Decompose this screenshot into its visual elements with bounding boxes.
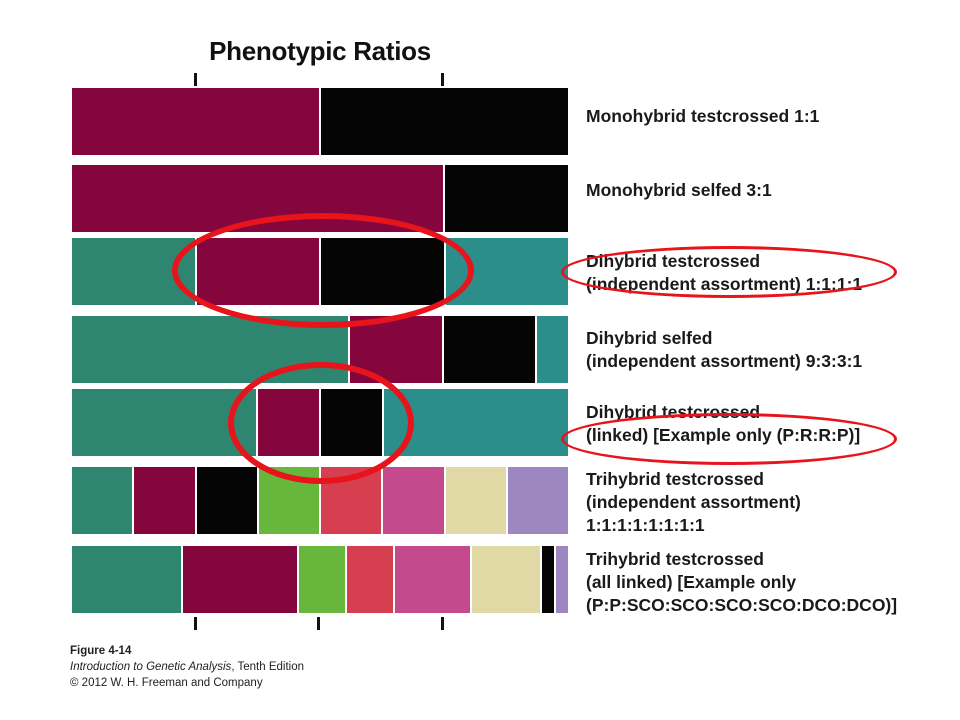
ratio-segment	[194, 467, 257, 534]
ratio-label-line: (independent assortment)	[586, 492, 801, 512]
ratio-bar	[72, 88, 568, 155]
book-edition: , Tenth Edition	[231, 661, 304, 673]
ratio-segment	[553, 546, 568, 613]
ratio-segment	[469, 546, 540, 613]
ratio-label-line: Monohybrid selfed 3:1	[586, 180, 772, 200]
ratio-label-line: (independent assortment) 9:3:3:1	[586, 351, 863, 371]
ratio-segment	[539, 546, 554, 613]
ratio-segment	[72, 88, 319, 155]
bottom-tick-quarter	[194, 617, 197, 630]
ratio-label-line: Dihybrid selfed	[586, 328, 713, 348]
ratio-label-line: Trihybrid testcrossed	[586, 549, 764, 569]
book-title: Introduction to Genetic Analysis	[70, 661, 232, 673]
annotation-ellipse-linked-label	[561, 413, 897, 465]
ratio-segment	[319, 88, 568, 155]
annotation-ellipse-dihybrid-bar	[172, 213, 474, 328]
ratio-segment	[72, 467, 133, 534]
ratio-bar	[72, 316, 568, 383]
ratio-label: Trihybrid testcrossed (all linked) [Examp…	[586, 548, 956, 617]
ratio-segment	[392, 546, 470, 613]
ratio-segment	[441, 316, 536, 383]
ratio-segment	[181, 546, 297, 613]
ratio-label-line: (P:P:SCO:SCO:SCO:SCO:DCO:DCO)]	[586, 595, 898, 615]
ratio-label: Monohybrid testcrossed 1:1	[586, 105, 956, 128]
ratio-segment	[72, 546, 181, 613]
copyright-line: © 2012 W. H. Freeman and Company	[70, 677, 263, 689]
ratio-segment	[505, 467, 568, 534]
ratio-bar	[72, 546, 568, 613]
ratio-segment	[381, 467, 444, 534]
ratio-segment	[344, 546, 393, 613]
ratio-segment	[72, 389, 256, 456]
ratio-label: Monohybrid selfed 3:1	[586, 179, 956, 202]
ratio-label-line: (all linked) [Example only	[586, 572, 797, 592]
annotation-ellipse-linked-bar	[228, 362, 414, 484]
ratio-segment	[535, 316, 568, 383]
ratio-segment	[132, 467, 195, 534]
annotation-ellipse-dihybrid-label	[561, 246, 897, 298]
ratio-segment	[296, 546, 345, 613]
ratio-segment	[443, 467, 506, 534]
ratio-label-line: Trihybrid testcrossed	[586, 469, 764, 489]
bottom-tick-half	[317, 617, 320, 630]
ratio-label-line: Monohybrid testcrossed 1:1	[586, 106, 820, 126]
ratio-segment	[442, 165, 568, 232]
top-tick-three-quarter	[441, 73, 444, 86]
diagram-title: Phenotypic Ratios	[209, 36, 431, 66]
ratio-label-line: 1:1:1:1:1:1:1:1	[586, 515, 705, 535]
ratio-label: Dihybrid selfed (independent assortment) …	[586, 327, 956, 373]
figure-number: Figure 4-14	[70, 645, 132, 657]
ratio-label: Trihybrid testcrossed (independent assort…	[586, 468, 956, 537]
bottom-tick-three-quarter	[441, 617, 444, 630]
figure-caption: Figure 4-14 Introduction to Genetic Anal…	[70, 643, 304, 691]
book-credit: Introduction to Genetic Analysis, Tenth …	[70, 659, 304, 675]
top-tick-quarter	[194, 73, 197, 86]
